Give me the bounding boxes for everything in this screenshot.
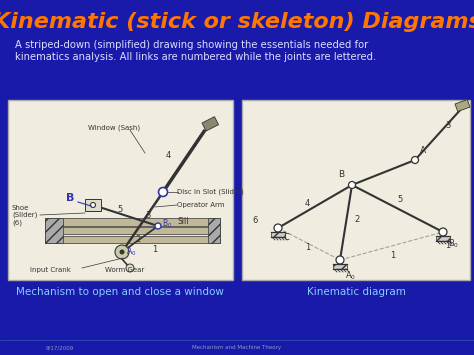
Text: 1: 1: [445, 241, 450, 250]
Text: 2: 2: [136, 235, 141, 244]
Text: B$_0$: B$_0$: [448, 237, 459, 250]
Text: B: B: [338, 170, 344, 179]
Bar: [45, 236, 220, 243]
Circle shape: [439, 228, 447, 236]
Text: Sill: Sill: [178, 218, 190, 226]
Bar: [333, 264, 347, 269]
Circle shape: [155, 223, 161, 229]
Circle shape: [119, 250, 125, 255]
Text: 5: 5: [118, 205, 123, 214]
Text: Input Crank: Input Crank: [30, 267, 71, 273]
Circle shape: [348, 181, 356, 189]
Bar: [455, 99, 470, 111]
Text: Worm Gear: Worm Gear: [105, 267, 144, 273]
Text: 1: 1: [390, 251, 395, 260]
Text: Operator Arm: Operator Arm: [177, 202, 225, 208]
Text: 9/17/2009: 9/17/2009: [46, 345, 74, 350]
Circle shape: [158, 187, 167, 197]
Text: 1: 1: [305, 243, 310, 252]
Text: 3: 3: [445, 121, 450, 130]
Text: B$_0$: B$_0$: [162, 218, 173, 230]
Text: Mechanism to open and close a window: Mechanism to open and close a window: [16, 287, 224, 297]
Text: Kinematic (stick or skeleton) Diagrams: Kinematic (stick or skeleton) Diagrams: [0, 12, 474, 32]
Bar: [45, 218, 220, 226]
Bar: [85, 199, 101, 211]
Bar: [45, 218, 63, 243]
Text: kinematics analysis. All links are numbered while the joints are lettered.: kinematics analysis. All links are numbe…: [15, 52, 376, 62]
Text: C: C: [284, 233, 290, 242]
Bar: [208, 218, 220, 243]
Text: 3: 3: [146, 211, 151, 220]
Bar: [242, 100, 470, 280]
Bar: [202, 117, 219, 131]
Text: Window (Sash): Window (Sash): [88, 125, 140, 131]
Text: 4: 4: [305, 199, 310, 208]
Bar: [271, 232, 285, 237]
Polygon shape: [160, 127, 208, 195]
Text: 6: 6: [252, 216, 257, 225]
Circle shape: [126, 264, 134, 272]
Text: A$_0$: A$_0$: [345, 270, 356, 283]
Text: Shoe
(Slider)
(6): Shoe (Slider) (6): [12, 204, 37, 225]
Text: 1: 1: [152, 245, 158, 254]
Text: 2: 2: [354, 215, 359, 224]
Text: B: B: [66, 193, 74, 203]
Text: Disc in Slot (Slider): Disc in Slot (Slider): [177, 189, 244, 195]
Text: Mechanism and Machine Theory: Mechanism and Machine Theory: [192, 345, 282, 350]
Text: A: A: [420, 146, 426, 155]
Text: A$_0$: A$_0$: [126, 246, 137, 258]
Circle shape: [411, 157, 419, 164]
Circle shape: [336, 256, 344, 264]
Circle shape: [115, 245, 129, 259]
Circle shape: [274, 224, 282, 232]
Bar: [45, 227, 220, 234]
Bar: [436, 236, 450, 241]
Bar: [8, 100, 233, 280]
Text: Kinematic diagram: Kinematic diagram: [307, 287, 405, 297]
Text: A striped-down (simplified) drawing showing the essentials needed for: A striped-down (simplified) drawing show…: [15, 40, 368, 50]
Text: 4: 4: [165, 151, 171, 160]
Circle shape: [91, 202, 95, 208]
Text: 5: 5: [397, 195, 402, 204]
